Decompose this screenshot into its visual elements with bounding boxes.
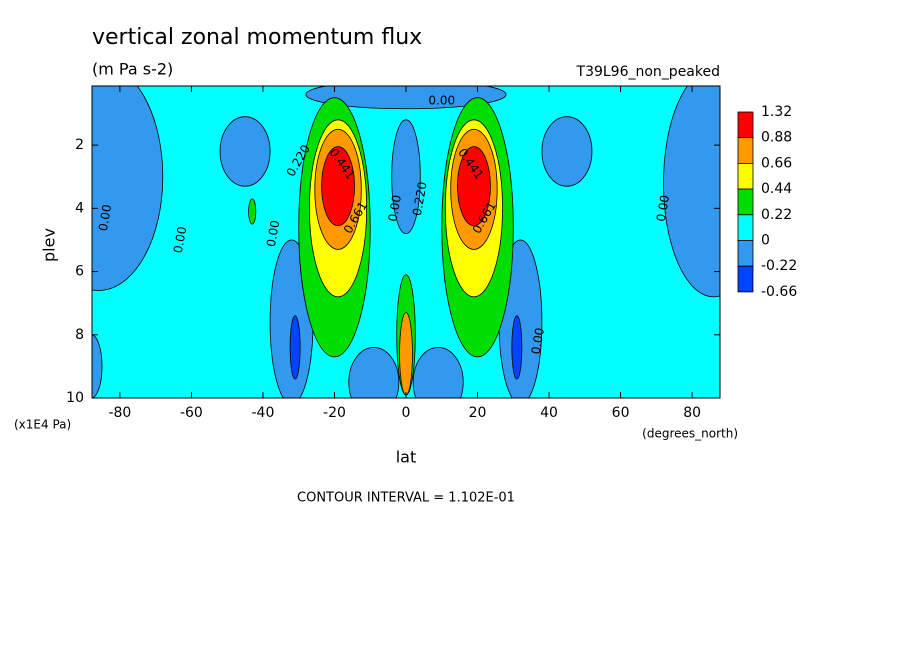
plot-area: 0.000.000.00 0.000.000.000.000.220 0.4410.…	[92, 86, 720, 398]
contour-region	[541, 116, 593, 187]
colorbar-box	[737, 265, 754, 293]
colorbar-box	[737, 214, 754, 241]
contour-label: 0.220	[410, 181, 430, 217]
contour-label: 0.00	[529, 327, 547, 356]
contour-region	[321, 146, 355, 227]
colorbar-box	[737, 162, 754, 190]
contour-region	[219, 116, 271, 187]
contour-label: 0.00	[96, 203, 114, 232]
x-tick-label: -40	[252, 405, 275, 421]
x-tick-label: -20	[323, 405, 346, 421]
x-axis-units: (degrees_north)	[642, 427, 738, 441]
contour-region	[92, 334, 103, 398]
contour-region	[92, 86, 164, 291]
y-tick-label: 4	[75, 200, 84, 216]
y-axis-label: plev	[40, 228, 59, 262]
y-tick-label: 8	[75, 327, 84, 343]
colorbar-label: -0.22	[761, 258, 797, 274]
colorbar-box	[737, 188, 754, 216]
x-tick-label: -60	[180, 405, 203, 421]
colorbar-label: 1.32	[761, 104, 792, 120]
colorbar-box	[737, 240, 754, 267]
x-tick-label: 60	[612, 405, 630, 421]
colorbar-label: 0.66	[761, 155, 792, 171]
y-tick-label: 10	[66, 390, 84, 406]
colorbar-box	[737, 137, 754, 164]
subtitle: (m Pa s-2)	[92, 60, 173, 79]
x-tick-label: 40	[540, 405, 558, 421]
contour-region	[248, 198, 257, 225]
dataset-label: T39L96_non_peaked	[576, 64, 720, 80]
contour-label: 0.00	[171, 225, 189, 254]
contour-region	[457, 146, 491, 227]
colorbar-label: 0.44	[761, 181, 792, 197]
chart-title: vertical zonal momentum flux	[92, 25, 422, 50]
contour-region	[399, 312, 413, 396]
x-tick-label: 0	[402, 405, 411, 421]
contour-region	[412, 347, 464, 398]
colorbar-label: -0.66	[761, 284, 797, 300]
contour-region	[663, 86, 720, 298]
contour-region	[289, 315, 301, 380]
x-tick-label: 80	[683, 405, 701, 421]
contour-region	[391, 119, 421, 235]
x-tick-label: -80	[108, 405, 131, 421]
y-axis-units: (x1E4 Pa)	[14, 418, 71, 432]
contour-interval-note: CONTOUR INTERVAL = 1.102E-01	[297, 491, 515, 506]
contour-region	[511, 315, 523, 380]
y-tick-label: 2	[75, 137, 84, 153]
x-tick-label: 20	[469, 405, 487, 421]
colorbar-box	[737, 111, 754, 139]
contour-label: 0.00	[654, 194, 672, 223]
x-axis-label: lat	[396, 448, 417, 467]
contour-label: 0.00	[428, 93, 455, 107]
colorbar-label: 0.88	[761, 130, 792, 146]
colorbar-label: 0	[761, 233, 770, 249]
contour-label: 0.00	[386, 194, 404, 223]
colorbar-label: 0.22	[761, 207, 792, 223]
y-tick-label: 6	[75, 264, 84, 280]
contour-region	[305, 86, 507, 110]
contour-label: 0.00	[264, 219, 282, 248]
contour-region	[348, 347, 400, 398]
